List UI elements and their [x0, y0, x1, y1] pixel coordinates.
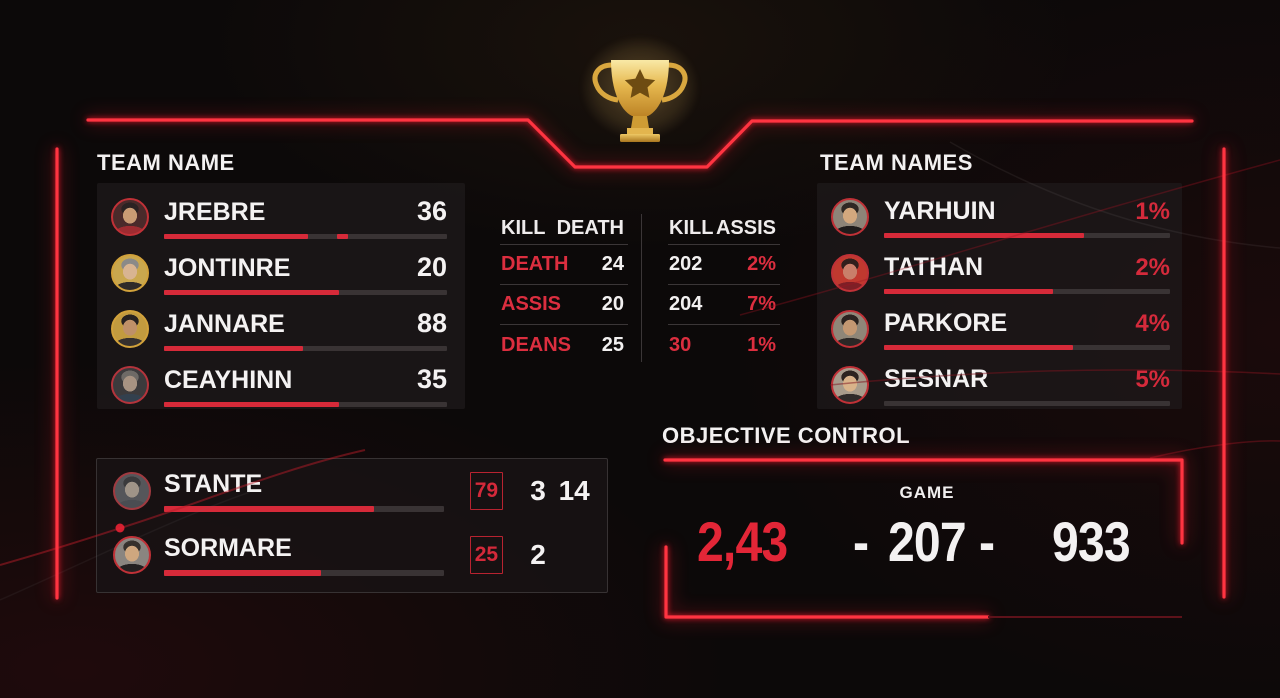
duo-stats-panel: STANTE 79 3 14 SORMARE 25 2 — [96, 458, 608, 593]
progress-bar — [164, 233, 447, 239]
objective-score-right: 933 — [1052, 510, 1131, 573]
stat-label: DEANS — [501, 333, 572, 356]
avatar — [111, 366, 149, 404]
score-box: 79 — [470, 472, 503, 510]
avatar — [111, 198, 149, 236]
avatar — [831, 198, 869, 236]
player-row: SESNAR 5% — [831, 357, 1170, 413]
stat-label: 30 — [669, 333, 692, 356]
player-name: YARHUIN — [884, 196, 996, 225]
avatar — [831, 366, 869, 404]
avatar — [831, 254, 869, 292]
divider — [641, 214, 642, 362]
trophy-icon — [592, 60, 688, 142]
stat-value: 20 — [601, 293, 624, 315]
avatar — [113, 536, 151, 574]
player-score: 36 — [416, 195, 447, 226]
player-row: YARHUIN 1% — [831, 189, 1170, 245]
left-team-panel: JREBRE 36 JONTINRE 20 — [97, 183, 465, 409]
score-dash: - — [979, 510, 995, 573]
player-row: TATHAN 2% — [831, 245, 1170, 301]
player-score: 35 — [416, 363, 447, 394]
avatar — [831, 310, 869, 348]
right-team-panel: YARHUIN 1% TATHAN 2% PARKORE 4% — [817, 183, 1182, 409]
kill-assist-table: KILL ASSIS 202 2% 204 7% 30 1% — [668, 212, 780, 365]
progress-bar — [164, 289, 447, 295]
progress-bar — [164, 570, 444, 576]
avatar — [111, 254, 149, 292]
stat-value: 24 — [601, 253, 624, 275]
progress-bar — [884, 344, 1170, 350]
player-row: CEAYHINN 35 — [111, 357, 447, 413]
stat-label: 202 — [669, 253, 703, 275]
player-name: TATHAN — [884, 252, 984, 281]
player-name: SESNAR — [884, 364, 989, 393]
stat-value: 3 — [530, 475, 546, 506]
stat-label: DEATH — [501, 253, 569, 275]
stat-value: 25 — [601, 333, 624, 356]
progress-bar — [164, 345, 447, 351]
column-header: KILL — [501, 216, 546, 239]
left-team-title: TEAM NAME — [97, 150, 235, 175]
player-name: JONTINRE — [164, 253, 291, 282]
kill-death-table: KILL DEATH DEATH 24 ASSIS 20 DEANS 25 — [500, 212, 628, 365]
avatar — [111, 310, 149, 348]
objective-control-title: OBJECTIVE CONTROL — [662, 423, 911, 448]
progress-bar — [164, 401, 447, 407]
progress-bar — [164, 506, 444, 512]
stat-value: 7% — [747, 293, 776, 315]
stat-value: 2% — [747, 253, 776, 275]
column-header: DEATH — [556, 216, 624, 239]
player-percent: 4% — [1135, 309, 1170, 337]
player-row: JANNARE 88 — [111, 301, 447, 357]
player-score: 20 — [416, 251, 447, 282]
score-dash: - — [853, 510, 869, 573]
player-name: JANNARE — [164, 309, 285, 338]
avatar — [113, 472, 151, 510]
column-header: ASSIS — [715, 216, 776, 239]
stat-value: 1% — [747, 333, 776, 356]
objective-score-mid: 207 — [888, 510, 967, 573]
stat-value: 2 — [530, 539, 546, 570]
player-percent: 2% — [1135, 253, 1170, 281]
stat-label: ASSIS — [501, 293, 562, 315]
game-label: GAME — [899, 483, 955, 502]
stat-label: 204 — [669, 293, 703, 315]
score-box: 25 — [470, 536, 503, 574]
player-row: JONTINRE 20 — [111, 245, 447, 301]
player-name: JREBRE — [164, 197, 266, 226]
player-name: SORMARE — [164, 534, 292, 562]
player-row: SORMARE 25 2 — [97, 523, 607, 587]
player-row: PARKORE 4% — [831, 301, 1170, 357]
progress-bar — [884, 400, 1170, 406]
player-score: 88 — [416, 307, 447, 338]
player-name: STANTE — [164, 470, 263, 498]
progress-bar — [884, 232, 1170, 238]
objective-score-left: 2,43 — [697, 510, 788, 573]
right-team-title: TEAM NAMES — [820, 150, 973, 175]
player-percent: 1% — [1135, 197, 1170, 225]
progress-bar — [884, 288, 1170, 294]
player-name: CEAYHINN — [164, 365, 293, 394]
player-row: STANTE 79 3 14 — [97, 459, 607, 523]
player-percent: 5% — [1135, 365, 1170, 393]
stat-value: 14 — [558, 475, 590, 506]
player-name: PARKORE — [884, 308, 1008, 337]
column-header: KILL — [669, 216, 714, 239]
player-row: JREBRE 36 — [111, 189, 447, 245]
